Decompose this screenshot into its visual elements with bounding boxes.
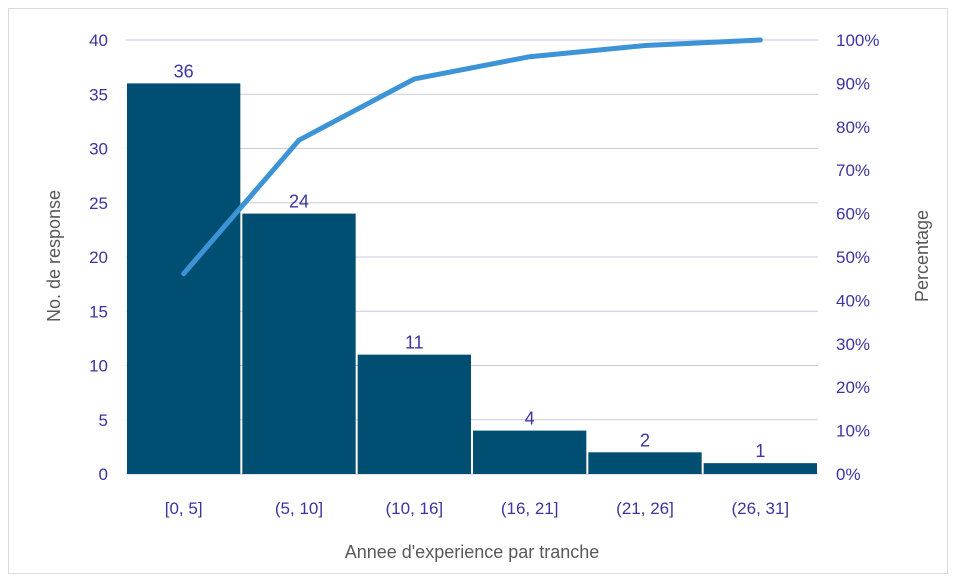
y-axis-right: 0% 10% 20% 30% 40% 50% 60% 70% 80% 90% 100%: [836, 31, 879, 484]
y2-tick-label: 20%: [836, 378, 870, 397]
bar-5: [703, 463, 817, 474]
data-labels: 36 24 11 4 2 1: [174, 61, 766, 461]
y-tick-label: 40: [89, 31, 108, 50]
data-label: 24: [289, 192, 309, 212]
y-tick-label: 25: [89, 194, 108, 213]
data-label: 11: [405, 333, 424, 353]
bar-1: [242, 213, 356, 474]
x-tick-label: (26, 31]: [732, 499, 790, 518]
y2-tick-label: 80%: [836, 118, 870, 137]
bar-2: [357, 354, 471, 474]
y2-tick-label: 10%: [836, 422, 870, 441]
y-tick-label: 20: [89, 248, 108, 267]
y2-tick-label: 30%: [836, 335, 870, 354]
y-axis-left: 0 5 10 15 20 25 30 35 40: [89, 31, 108, 484]
y2-tick-label: 100%: [836, 31, 879, 50]
y-tick-label: 35: [89, 85, 108, 104]
y-tick-label: 0: [99, 465, 108, 484]
data-label: 2: [640, 430, 650, 450]
bar-3: [473, 430, 587, 474]
y-tick-label: 30: [89, 140, 108, 159]
x-tick-label: (10, 16]: [386, 499, 444, 518]
bars: [127, 83, 817, 475]
y-axis-title: No. de response: [44, 190, 64, 322]
y-tick-label: 10: [89, 357, 108, 376]
data-label: 36: [174, 61, 194, 81]
y2-tick-label: 0%: [836, 465, 861, 484]
cumulative-line: [181, 37, 763, 277]
x-tick-label: (21, 26]: [616, 499, 674, 518]
bar-0: [127, 83, 241, 475]
x-tick-label: [0, 5]: [165, 499, 203, 518]
y-tick-label: 15: [89, 302, 108, 321]
gridlines: [126, 39, 818, 475]
x-axis-title: Annee d'experience par tranche: [345, 542, 600, 562]
x-tick-label: (16, 21]: [501, 499, 559, 518]
y2-tick-label: 40%: [836, 291, 870, 310]
y2-tick-label: 60%: [836, 205, 870, 224]
bar-4: [588, 452, 702, 474]
y-tick-label: 5: [99, 411, 108, 430]
x-tick-label: (5, 10]: [275, 499, 323, 518]
y2-tick-label: 90%: [836, 74, 870, 93]
x-axis: [0, 5] (5, 10] (10, 16] (16, 21] (21, 26] (26…: [165, 499, 789, 518]
data-label: 1: [755, 441, 765, 461]
y2-tick-label: 70%: [836, 161, 870, 180]
y2-tick-label: 50%: [836, 248, 870, 267]
y2-axis-title: Percentage: [912, 210, 932, 302]
cumulative-line-path: [181, 37, 763, 277]
data-label: 4: [525, 409, 535, 429]
